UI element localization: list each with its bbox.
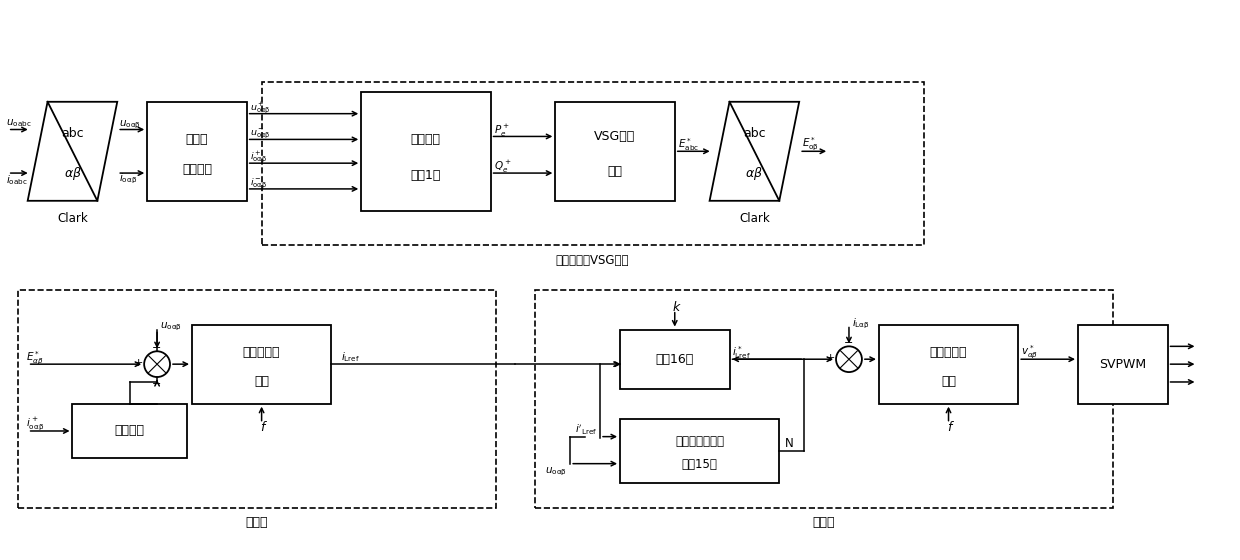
Bar bbox=[620, 419, 779, 483]
Text: 控制: 控制 bbox=[254, 375, 269, 388]
Text: $i_{\rm oabc}$: $i_{\rm oabc}$ bbox=[6, 173, 27, 187]
Text: 分离模块: 分离模块 bbox=[182, 162, 212, 176]
Text: VSG控制: VSG控制 bbox=[594, 130, 636, 143]
Text: $P^+_e$: $P^+_e$ bbox=[494, 123, 510, 138]
Text: $-$: $-$ bbox=[843, 337, 853, 347]
Text: $E^*_{\rm o\beta}$: $E^*_{\rm o\beta}$ bbox=[802, 136, 820, 153]
Polygon shape bbox=[27, 102, 118, 201]
Text: $i^+_{\rm o\alpha\beta}$: $i^+_{\rm o\alpha\beta}$ bbox=[249, 150, 267, 165]
Text: $-$: $-$ bbox=[151, 377, 161, 387]
Bar bbox=[556, 102, 675, 201]
Text: $i_{\rm o\alpha\beta}$: $i_{\rm o\alpha\beta}$ bbox=[119, 172, 138, 186]
Text: 控制: 控制 bbox=[941, 375, 956, 388]
Text: $u^+_{\rm o\alpha\beta}$: $u^+_{\rm o\alpha\beta}$ bbox=[249, 100, 270, 116]
Bar bbox=[879, 325, 1018, 404]
Text: $i^-_{\rm o\alpha\beta}$: $i^-_{\rm o\alpha\beta}$ bbox=[249, 176, 267, 190]
Text: 准比例谐振: 准比例谐振 bbox=[930, 346, 967, 359]
Text: 电流环: 电流环 bbox=[813, 516, 836, 529]
Text: $i'_{\rm Lref}$: $i'_{\rm Lref}$ bbox=[575, 423, 598, 437]
Bar bbox=[148, 102, 247, 201]
Text: +: + bbox=[826, 353, 835, 363]
Bar bbox=[262, 82, 924, 245]
Text: SVPWM: SVPWM bbox=[1099, 358, 1146, 371]
Text: N: N bbox=[785, 437, 794, 450]
Text: 式（16）: 式（16） bbox=[656, 353, 694, 366]
Text: 功率计算: 功率计算 bbox=[410, 133, 441, 146]
Text: +: + bbox=[134, 358, 143, 368]
Polygon shape bbox=[709, 102, 800, 201]
Text: $E^*_{\rm abc}$: $E^*_{\rm abc}$ bbox=[678, 136, 699, 153]
Bar bbox=[72, 404, 187, 458]
Bar bbox=[536, 290, 1112, 508]
Bar bbox=[361, 92, 491, 211]
Text: $v^*_{\alpha\beta}$: $v^*_{\alpha\beta}$ bbox=[1022, 344, 1039, 361]
Bar bbox=[620, 329, 729, 389]
Text: $u_{\rm o\alpha\beta}$: $u_{\rm o\alpha\beta}$ bbox=[119, 118, 141, 130]
Text: 电压环: 电压环 bbox=[246, 516, 268, 529]
Text: $f$: $f$ bbox=[946, 419, 955, 433]
Text: 算法: 算法 bbox=[608, 165, 622, 178]
Text: $i^*_{\rm Lref}$: $i^*_{\rm Lref}$ bbox=[733, 344, 751, 361]
Text: $u^-_{\rm o\alpha\beta}$: $u^-_{\rm o\alpha\beta}$ bbox=[249, 127, 270, 141]
Text: $-$: $-$ bbox=[151, 342, 161, 351]
Bar bbox=[192, 325, 331, 404]
Text: $E^*_{\alpha\beta}$: $E^*_{\alpha\beta}$ bbox=[26, 349, 43, 367]
Text: $\alpha\beta$: $\alpha\beta$ bbox=[745, 165, 764, 181]
Text: $i_{\rm Lref}$: $i_{\rm Lref}$ bbox=[341, 351, 361, 364]
Text: 功率计算与VSG控制: 功率计算与VSG控制 bbox=[556, 254, 630, 267]
Text: $i^+_{\rm o\alpha\beta}$: $i^+_{\rm o\alpha\beta}$ bbox=[26, 416, 43, 432]
Text: 式（1）: 式（1） bbox=[410, 169, 441, 181]
Text: Clark: Clark bbox=[57, 212, 88, 225]
Text: $i_{\rm L\alpha\beta}$: $i_{\rm L\alpha\beta}$ bbox=[852, 316, 869, 331]
Bar bbox=[17, 290, 496, 508]
Text: abc: abc bbox=[61, 127, 84, 140]
Text: 虚拟阻抗: 虚拟阻抗 bbox=[115, 424, 145, 437]
Text: $Q^+_e$: $Q^+_e$ bbox=[494, 159, 511, 175]
Text: 参考电流值修正: 参考电流值修正 bbox=[675, 435, 724, 447]
Text: 正负序: 正负序 bbox=[186, 133, 208, 146]
Text: Clark: Clark bbox=[739, 212, 770, 225]
Text: $k$: $k$ bbox=[672, 300, 682, 314]
Text: $u_{\rm oabc}$: $u_{\rm oabc}$ bbox=[6, 118, 31, 129]
Text: abc: abc bbox=[743, 127, 766, 140]
Text: 准比例谐振: 准比例谐振 bbox=[243, 346, 280, 359]
Text: $u_{\rm o\alpha\beta}$: $u_{\rm o\alpha\beta}$ bbox=[546, 465, 567, 478]
Text: $\alpha\beta$: $\alpha\beta$ bbox=[63, 165, 82, 181]
Text: 式（15）: 式（15） bbox=[682, 459, 718, 472]
Text: $f$: $f$ bbox=[259, 419, 268, 433]
Text: $u_{\rm o\alpha\beta}$: $u_{\rm o\alpha\beta}$ bbox=[160, 320, 182, 333]
Bar bbox=[1078, 325, 1168, 404]
